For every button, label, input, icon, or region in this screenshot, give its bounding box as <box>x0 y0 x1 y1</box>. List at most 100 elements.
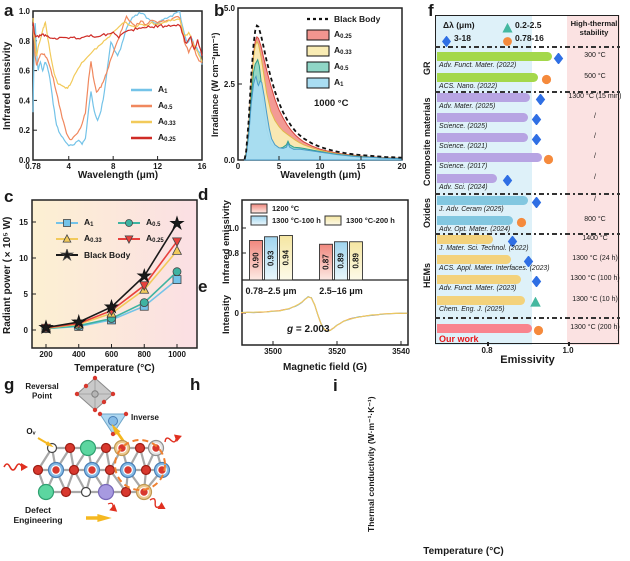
legend-label: A1 <box>158 84 168 96</box>
atom-ov <box>80 486 92 498</box>
atom-o <box>140 464 152 476</box>
comparison-bar <box>437 92 530 102</box>
legend-item-A_{0.33}: A0.33 <box>56 233 102 245</box>
data-point-marker <box>532 132 542 146</box>
citation-label: ACS. Appl. Mater. Interfaces. (2023) <box>439 265 550 272</box>
comparison-bar <box>437 274 522 284</box>
emissivity-bar <box>319 243 333 281</box>
svg-text:0.89: 0.89 <box>337 253 346 269</box>
svg-text:0.2: 0.2 <box>19 126 31 135</box>
photon-wave-arrow <box>107 502 118 512</box>
data-point-marker <box>541 74 551 84</box>
svg-text:Point: Point <box>32 392 52 401</box>
svg-text:400: 400 <box>72 350 86 359</box>
data-point-marker <box>507 234 518 248</box>
spectrum-line <box>32 17 203 90</box>
radiant-power-chart: 200 400 600 800 1000 0 5 10 15 <box>19 199 198 359</box>
stability-label: 1300 °C (15 min) <box>568 93 622 100</box>
f-legend-3-18: 3-18 <box>454 33 472 43</box>
data-point-marker <box>532 112 542 126</box>
svg-text:3520: 3520 <box>328 347 346 356</box>
legend-swatch <box>131 136 152 140</box>
x-tick <box>487 342 489 346</box>
group-separator <box>435 317 620 319</box>
citation-label: J. Adv. Ceram (2025) <box>439 206 504 213</box>
legend-label: A0.33 <box>158 116 176 128</box>
svg-text:Reversal: Reversal <box>25 382 58 391</box>
atom-o <box>64 442 76 454</box>
comparison-bar <box>437 173 498 183</box>
svg-text:0.0: 0.0 <box>224 156 236 165</box>
group-separator <box>435 91 620 93</box>
stability-label: 500 °C <box>584 73 606 80</box>
legend-marker <box>502 34 513 46</box>
pink-band <box>567 15 620 345</box>
legend-label: 1200 °C <box>272 203 300 213</box>
legend-swatch <box>56 233 78 243</box>
comparison-marker <box>530 295 541 307</box>
svg-text:0.93: 0.93 <box>267 250 276 266</box>
svg-text:0.0: 0.0 <box>19 156 31 165</box>
panel-a-y-axis-title: Infrared emissivity <box>2 41 13 131</box>
data-point-marker <box>139 281 150 292</box>
comparison-bar <box>437 234 494 244</box>
legend-label: Black Body <box>84 250 131 260</box>
irradiance-chart: 0 5 10 15 20 0.0 2.5 5.0 <box>224 4 407 171</box>
legend-swatch <box>250 215 268 226</box>
legend-item-Black Body: Black Body <box>56 249 130 261</box>
bar-and-epr-chart: 0.90 0.93 0.94 0.78–2.5 μm 0.87 0.89 0.89 2.5–1… <box>228 199 410 356</box>
high-thermal-stability-header: High-thermal stability <box>570 19 618 37</box>
emissivity-bar <box>264 236 278 281</box>
svg-text:0.90: 0.90 <box>252 252 261 268</box>
legend-label: A0.25 <box>158 132 176 144</box>
atom-o <box>134 442 146 454</box>
comparison-marker <box>541 72 552 84</box>
atom-co <box>79 439 97 457</box>
panel-a-emissivity-spectra: 0.78 4 8 12 16 0.0 0.2 0.4 0.6 0.8 1.0 Infrared em… <box>0 0 212 186</box>
legend-item-1300 °C-100 h: 1300 °C-100 h <box>250 214 321 226</box>
stability-label: / <box>594 113 596 120</box>
temperature-annotation: 1000 °C <box>314 98 349 109</box>
panel-g-defect-engineering-diagram: Reversal Point Inverse Oᵥ Defect Engineering <box>0 372 195 530</box>
panel-i-x-axis-title: Temperature (°C) <box>423 546 504 557</box>
comparison-bar <box>437 195 528 205</box>
svg-text:5: 5 <box>24 290 29 299</box>
svg-text:0.87: 0.87 <box>322 254 331 270</box>
legend-item-A_{0.5}: A0.5 <box>306 61 348 73</box>
legend-item-A_{0.33}: A0.33 <box>130 116 176 128</box>
panel-c-radiant-power: 200 400 600 800 1000 0 5 10 15 Radiant power (×1… <box>0 185 212 377</box>
panel-label-d: d <box>198 185 209 204</box>
comparison-marker <box>531 112 542 126</box>
g-factor-annotation: g = 2.003 <box>286 324 330 335</box>
legend-marker <box>441 34 452 48</box>
svg-text:12: 12 <box>153 162 162 171</box>
data-point-marker <box>544 154 554 164</box>
stability-label: 1300 °C (24 h) <box>572 255 618 262</box>
comparison-marker <box>531 195 542 209</box>
svg-text:8: 8 <box>111 162 116 171</box>
emissivity-bar <box>249 240 263 281</box>
legend-swatch <box>324 215 342 226</box>
svg-text:0.4: 0.4 <box>19 96 31 105</box>
svg-text:0.89: 0.89 <box>352 253 361 269</box>
svg-text:15: 15 <box>357 162 366 171</box>
f-legend-title: Δλ (μm) <box>443 20 475 30</box>
data-point-marker <box>124 235 134 245</box>
legend-label: A1 <box>334 77 344 89</box>
citation-label: ACS. Nano. (2022) <box>439 83 498 90</box>
svg-text:4: 4 <box>67 162 72 171</box>
svg-text:15: 15 <box>19 218 28 227</box>
legend-label: A0.5 <box>334 61 349 73</box>
svg-text:0.78–2.5 μm: 0.78–2.5 μm <box>245 286 296 296</box>
legend-swatch <box>118 219 140 227</box>
legend-swatch <box>56 219 78 227</box>
legend-swatch <box>131 88 152 92</box>
legend-swatch <box>56 249 78 261</box>
data-point-marker <box>172 275 182 284</box>
atom-co <box>37 483 55 501</box>
octahedron-icon <box>74 375 116 413</box>
plot-border <box>435 15 619 344</box>
svg-text:0.8: 0.8 <box>19 37 31 46</box>
comparison-bar <box>437 215 514 225</box>
